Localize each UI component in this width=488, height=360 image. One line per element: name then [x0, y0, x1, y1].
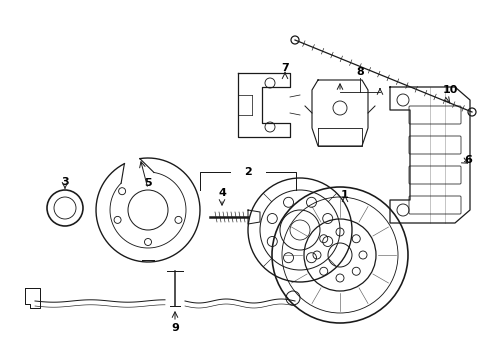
Text: 9: 9: [171, 323, 179, 333]
Text: 2: 2: [244, 167, 251, 177]
Circle shape: [467, 108, 475, 116]
Text: 1: 1: [341, 190, 348, 200]
Text: 8: 8: [355, 67, 363, 77]
Text: 6: 6: [463, 155, 471, 165]
Text: 7: 7: [281, 63, 288, 73]
Text: 10: 10: [442, 85, 457, 95]
Circle shape: [290, 36, 298, 44]
Text: 4: 4: [218, 188, 225, 198]
Text: 3: 3: [61, 177, 69, 187]
Text: 5: 5: [144, 178, 151, 188]
